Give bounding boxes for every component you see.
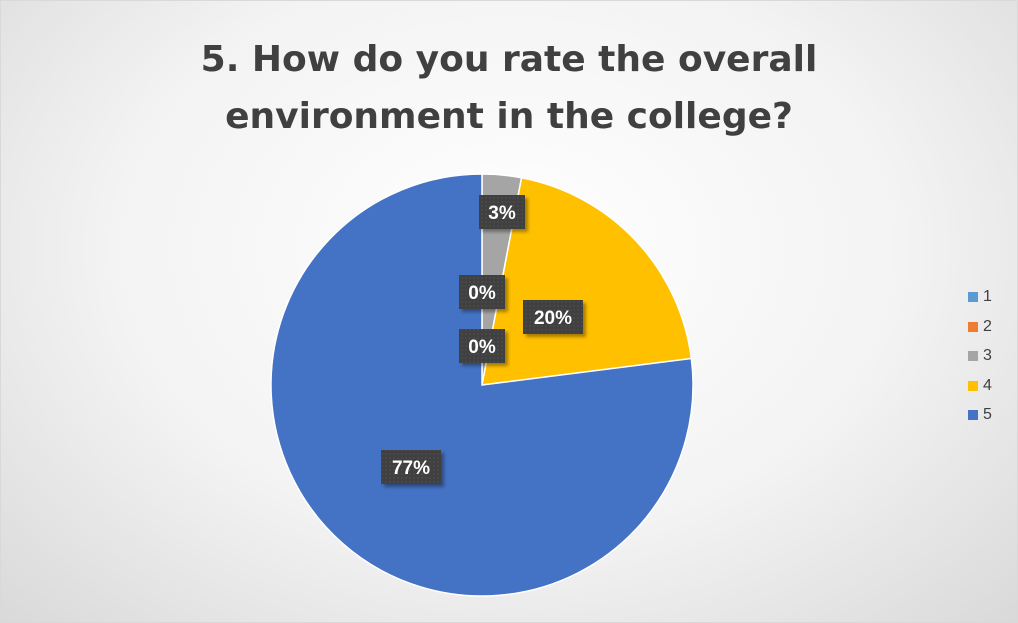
legend-label-1: 1 bbox=[983, 288, 992, 305]
legend-label-4: 4 bbox=[983, 376, 992, 394]
legend: 1 2 3 4 5 bbox=[968, 286, 1013, 434]
chart-title: 5. How do you rate the overall environme… bbox=[1, 31, 1017, 145]
legend-item-2: 2 bbox=[968, 316, 1013, 338]
chart-title-line-1: 5. How do you rate the overall bbox=[200, 39, 818, 80]
data-label-text-2: 0% bbox=[468, 337, 496, 358]
data-label-text-1: 0% bbox=[468, 283, 496, 304]
data-label-2: 0% bbox=[459, 329, 505, 363]
chart-title-line-2: environment in the college? bbox=[225, 96, 793, 137]
data-label-text-4: 20% bbox=[534, 308, 572, 329]
legend-swatch-1 bbox=[968, 292, 978, 302]
data-label-box-1 bbox=[459, 275, 505, 309]
data-label-text-5: 77% bbox=[392, 458, 430, 479]
pie-slice-5 bbox=[270, 173, 694, 597]
data-label-1: 0% bbox=[459, 275, 505, 309]
data-label-text-3: 3% bbox=[488, 203, 516, 224]
legend-item-4: 4 bbox=[968, 375, 1013, 397]
data-label-4: 20% bbox=[523, 300, 583, 334]
data-label-box-4 bbox=[523, 300, 583, 334]
data-label-5: 77% bbox=[381, 450, 441, 484]
legend-label-5: 5 bbox=[983, 406, 992, 424]
legend-label-3: 3 bbox=[983, 347, 992, 365]
legend-swatch-3 bbox=[968, 351, 978, 362]
legend-swatch-4 bbox=[968, 380, 978, 391]
data-label-box-3 bbox=[479, 195, 525, 229]
legend-item-5: 5 bbox=[968, 404, 1013, 426]
data-label-box-2 bbox=[459, 329, 505, 363]
legend-label-2: 2 bbox=[983, 317, 992, 335]
data-label-box-5 bbox=[381, 450, 441, 484]
legend-swatch-5 bbox=[968, 410, 978, 421]
data-label-3: 3% bbox=[479, 195, 525, 229]
legend-item-1: 1 bbox=[968, 286, 1013, 308]
legend-swatch-2 bbox=[968, 321, 978, 332]
legend-item-3: 3 bbox=[968, 345, 1013, 367]
